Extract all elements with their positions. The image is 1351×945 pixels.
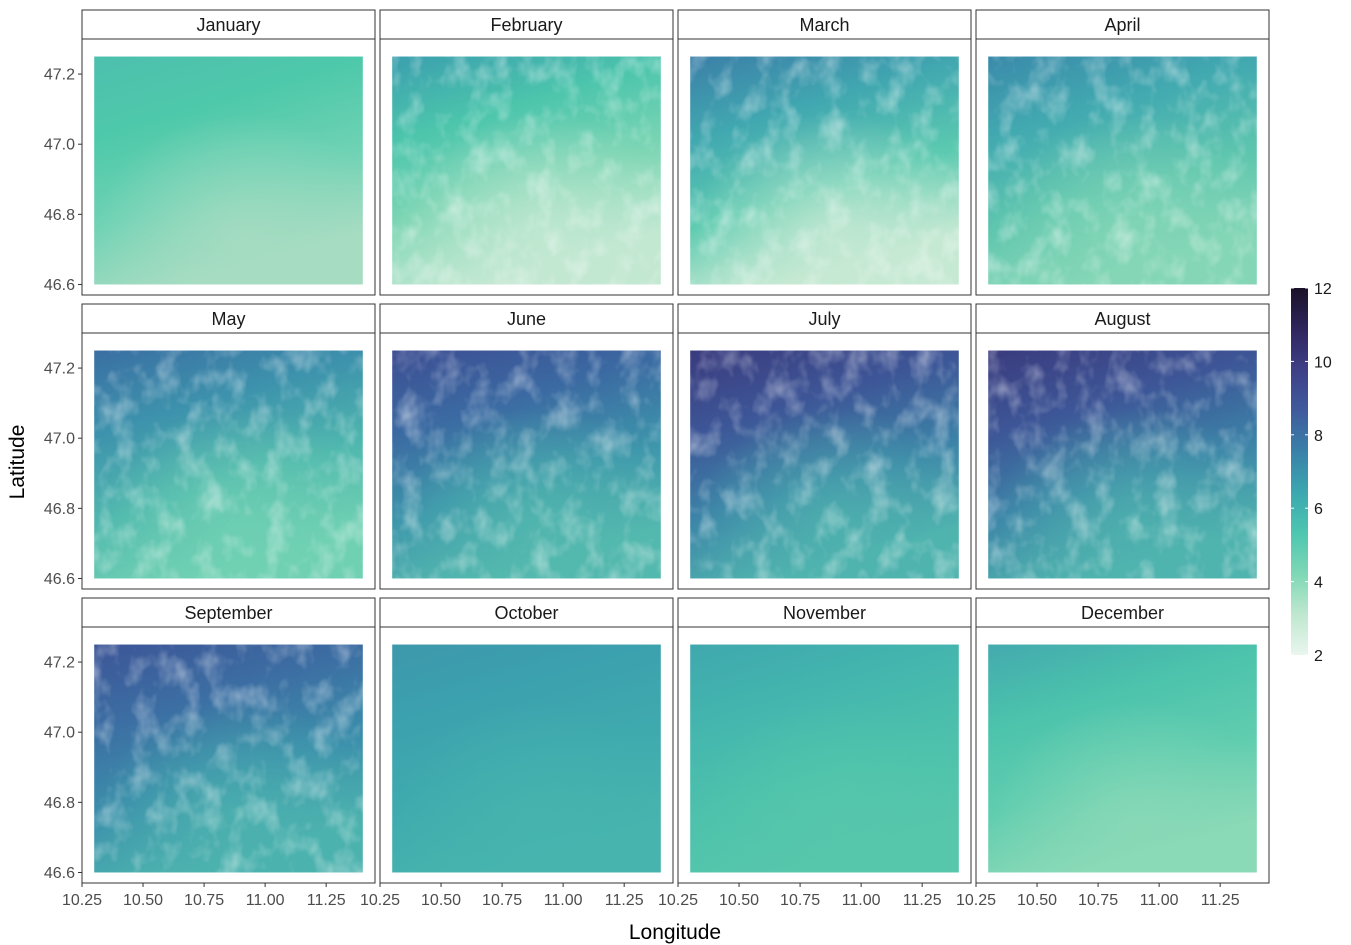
heatmap-highlight	[690, 644, 959, 873]
heatmap-valley-texture	[392, 350, 661, 579]
legend-tick-label: 2	[1314, 648, 1323, 665]
legend-tick-label: 6	[1314, 501, 1323, 518]
heatmap-highlight	[988, 644, 1257, 873]
x-tick-label: 11.25	[903, 892, 942, 909]
facet-panel-august: August	[975, 303, 1270, 590]
facet-panel-january: January	[81, 9, 376, 296]
y-tick-label: 47.2	[44, 361, 75, 378]
heatmap-valley-texture	[988, 350, 1257, 579]
y-tick-label: 47.0	[44, 137, 75, 154]
facet-strip	[379, 597, 674, 628]
x-tick-label: 11.00	[842, 892, 881, 909]
panels-layer: January February March April May June July Augu…	[81, 9, 1270, 884]
heatmap-highlight	[392, 644, 661, 873]
y-tick-label: 46.8	[44, 501, 75, 518]
legend-tick-label: 12	[1314, 281, 1332, 298]
facet-strip-label: December	[1081, 603, 1164, 623]
heatmap-valley-texture	[392, 56, 661, 285]
y-tick-label: 47.0	[44, 725, 75, 742]
facet-panel-december: December	[975, 597, 1270, 884]
facet-panel-february: February	[379, 9, 674, 296]
y-tick-label: 46.6	[44, 865, 75, 882]
facet-panel-march: March	[677, 9, 972, 296]
x-tick-label: 11.00	[544, 892, 583, 909]
legend-tick-label: 8	[1314, 428, 1323, 445]
facet-strip-label: March	[799, 15, 849, 35]
legend-colorbar	[1291, 288, 1308, 655]
x-tick-label: 10.25	[62, 892, 102, 909]
facet-strip-label: October	[494, 603, 558, 623]
facet-strip-label: January	[196, 15, 260, 35]
x-tick-label: 10.25	[360, 892, 400, 909]
y-tick-label: 46.8	[44, 795, 75, 812]
y-tick-label: 47.2	[44, 67, 75, 84]
y-tick-label: 47.0	[44, 431, 75, 448]
facet-strip	[975, 303, 1270, 334]
heatmap-highlight	[94, 56, 363, 285]
x-tick-label: 10.75	[482, 892, 522, 909]
facet-strip-label: February	[490, 15, 562, 35]
facet-strip-label: July	[808, 309, 840, 329]
axes-layer: 46.6 46.8 47.0 47.2 46.6 46.8 47.0 47.2 46.6 46.8…	[44, 67, 1240, 909]
facet-strip-label: August	[1094, 309, 1150, 329]
x-tick-label: 11.00	[246, 892, 285, 909]
x-tick-label: 11.25	[1201, 892, 1240, 909]
heatmap-valley-texture	[690, 56, 959, 285]
x-tick-label: 10.25	[956, 892, 996, 909]
facet-panel-september: September	[81, 597, 376, 884]
facet-strip	[81, 303, 376, 334]
x-tick-label: 10.75	[780, 892, 820, 909]
x-tick-label: 10.25	[658, 892, 698, 909]
facet-panel-june: June	[379, 303, 674, 590]
y-axis-title: Latitude	[6, 425, 29, 500]
facet-strip-label: April	[1104, 15, 1140, 35]
legend-tick-label: 4	[1314, 575, 1323, 592]
x-tick-label: 11.25	[307, 892, 346, 909]
facet-strip-label: September	[184, 603, 272, 623]
heatmap-valley-texture	[94, 644, 363, 873]
facet-panel-july: July	[677, 303, 972, 590]
facet-strip	[677, 597, 972, 628]
heatmap-valley-texture	[690, 350, 959, 579]
facet-strip	[81, 597, 376, 628]
y-tick-label: 47.2	[44, 655, 75, 672]
x-tick-label: 11.25	[605, 892, 644, 909]
facet-panel-may: May	[81, 303, 376, 590]
facet-strip-label: May	[211, 309, 245, 329]
color-legend: 2 4 6 8 10 12	[1291, 281, 1332, 665]
facet-panel-november: November	[677, 597, 972, 884]
facet-strip	[81, 9, 376, 40]
facet-strip-label: June	[507, 309, 546, 329]
x-tick-label: 10.50	[1017, 892, 1057, 909]
facet-panel-april: April	[975, 9, 1270, 296]
x-tick-label: 10.50	[719, 892, 759, 909]
facet-strip	[975, 597, 1270, 628]
x-tick-label: 10.75	[184, 892, 224, 909]
facet-strip	[677, 303, 972, 334]
x-tick-label: 10.75	[1078, 892, 1118, 909]
facet-strip	[379, 9, 674, 40]
x-tick-label: 11.00	[1140, 892, 1179, 909]
x-tick-label: 10.50	[123, 892, 163, 909]
heatmap-valley-texture	[94, 350, 363, 579]
facet-strip-label: November	[783, 603, 866, 623]
heatmap-valley-texture	[988, 56, 1257, 285]
x-tick-label: 10.50	[421, 892, 461, 909]
y-tick-label: 46.6	[44, 277, 75, 294]
facet-panel-october: October	[379, 597, 674, 884]
x-axis-title: Longitude	[629, 921, 721, 944]
y-tick-label: 46.6	[44, 571, 75, 588]
y-tick-label: 46.8	[44, 207, 75, 224]
legend-tick-label: 10	[1314, 354, 1332, 371]
